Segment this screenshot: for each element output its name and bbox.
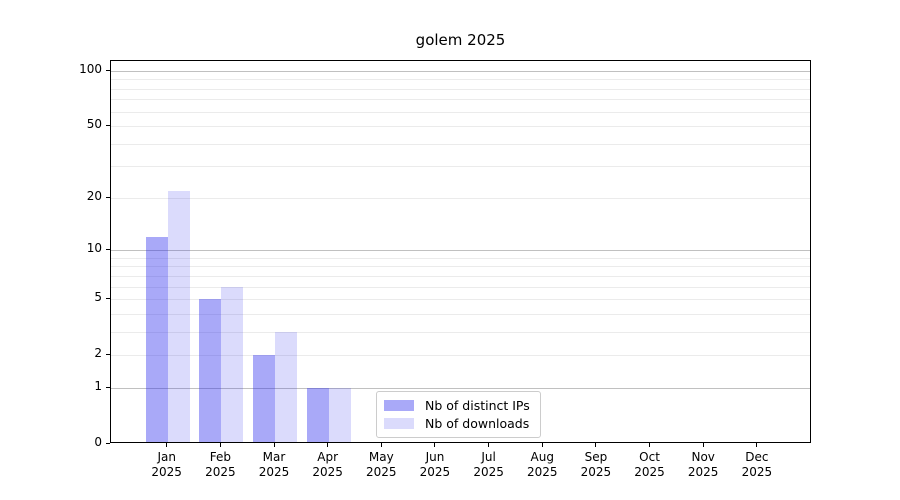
x-tick-label: Jan 2025 <box>151 450 182 479</box>
bar <box>199 299 222 442</box>
minor-gridline <box>111 266 810 268</box>
y-tick-mark <box>106 125 110 127</box>
x-tick-label: Oct 2025 <box>634 450 665 479</box>
y-tick-mark <box>106 298 110 300</box>
y-tick-mark <box>106 443 110 444</box>
y-tick-label: 0 <box>94 435 102 449</box>
minor-gridline <box>111 331 810 333</box>
x-tick-label: Feb 2025 <box>205 450 236 479</box>
x-tick-label: Aug 2025 <box>526 450 558 479</box>
x-tick-label: Apr 2025 <box>312 450 343 479</box>
y-tick-mark <box>106 70 110 71</box>
bar <box>145 236 168 442</box>
legend-label: Nb of downloads <box>425 416 530 431</box>
legend-label: Nb of distinct IPs <box>425 398 530 413</box>
minor-gridline <box>111 257 810 259</box>
minor-gridline <box>111 166 810 168</box>
x-tick-mark <box>756 443 758 447</box>
bar <box>306 387 329 442</box>
y-tick-label: 1 <box>94 378 102 393</box>
x-tick-label: Sep 2025 <box>580 450 612 479</box>
y-tick-label: 10 <box>86 241 102 256</box>
legend: Nb of distinct IPs Nb of downloads <box>376 391 541 438</box>
x-tick-mark <box>327 443 329 447</box>
minor-gridline <box>111 355 810 357</box>
minor-gridline <box>111 79 810 81</box>
x-tick-label: May 2025 <box>366 450 397 479</box>
y-tick-label: 100 <box>79 62 102 76</box>
y-tick-label: 50 <box>86 117 102 132</box>
major-gridline <box>111 71 810 72</box>
y-tick-label: 20 <box>86 188 102 203</box>
y-tick-label: 2 <box>94 346 102 361</box>
minor-gridline <box>111 88 810 90</box>
bar <box>253 355 275 442</box>
x-tick-label: Mar 2025 <box>258 450 290 479</box>
x-tick-label: Jun 2025 <box>419 450 451 479</box>
x-tick-mark <box>649 443 651 447</box>
x-tick-mark <box>702 443 704 447</box>
bar <box>328 387 351 442</box>
x-tick-mark <box>488 443 490 447</box>
minor-gridline <box>111 99 810 101</box>
legend-item: Nb of distinct IPs <box>384 397 530 414</box>
legend-item: Nb of downloads <box>384 415 530 432</box>
x-tick-mark <box>273 443 275 447</box>
y-tick-mark <box>106 354 110 356</box>
minor-gridline <box>111 197 810 199</box>
x-tick-mark <box>595 443 597 447</box>
legend-swatch <box>384 418 414 429</box>
x-tick-mark <box>434 443 436 447</box>
y-tick-label: 5 <box>94 290 102 305</box>
major-gridline <box>111 387 810 389</box>
plot-area <box>110 60 811 443</box>
minor-gridline <box>111 126 810 128</box>
minor-gridline <box>111 143 810 145</box>
x-tick-mark <box>380 443 382 447</box>
bar <box>221 286 244 442</box>
chart-title: golem 2025 <box>415 31 506 49</box>
bar <box>275 331 297 442</box>
minor-gridline <box>111 275 810 277</box>
minor-gridline <box>111 313 810 315</box>
minor-gridline <box>111 299 810 301</box>
y-tick-mark <box>106 386 110 388</box>
minor-gridline <box>111 286 810 288</box>
x-tick-mark <box>166 443 168 447</box>
major-gridline <box>111 250 810 252</box>
y-tick-mark <box>106 196 110 198</box>
x-tick-label: Jul 2025 <box>473 450 504 479</box>
y-tick-mark <box>106 249 110 251</box>
bar <box>167 190 190 442</box>
x-tick-mark <box>541 443 543 447</box>
minor-gridline <box>111 111 810 113</box>
x-tick-label: Nov 2025 <box>687 450 719 479</box>
x-tick-label: Dec 2025 <box>741 450 773 479</box>
legend-swatch <box>384 400 414 411</box>
x-tick-mark <box>219 443 221 447</box>
